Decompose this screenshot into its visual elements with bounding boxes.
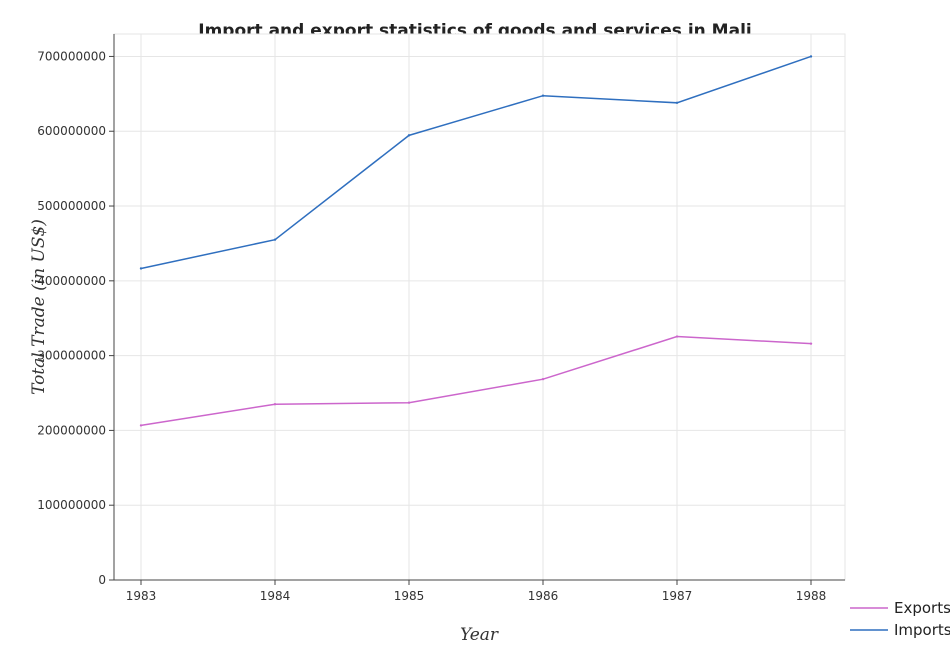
y-tick-label: 100000000 (37, 498, 106, 512)
x-tick-label: 1987 (662, 589, 693, 603)
data-point-imports (541, 94, 545, 97)
gridlines (114, 34, 845, 581)
legend-label-imports: Imports (894, 621, 950, 639)
data-point-exports (407, 401, 411, 404)
data-point-imports (139, 267, 143, 270)
data-point-imports (809, 55, 813, 58)
series-line-imports (140, 55, 812, 270)
y-tick-label: 0 (98, 573, 106, 587)
x-tick-label: 1985 (394, 589, 425, 603)
legend: Exports Imports (850, 599, 950, 639)
plot-area (113, 33, 846, 581)
axes: 0 100000000 200000000 300000000 400000000 500… (37, 34, 845, 603)
x-tick-label: 1988 (796, 589, 827, 603)
data-point-exports (273, 403, 277, 406)
y-tick-label: 400000000 (37, 274, 106, 288)
x-tick-label: 1984 (260, 589, 291, 603)
series-line-exports (140, 335, 812, 427)
y-tick-label: 300000000 (37, 349, 106, 363)
y-tick-label: 700000000 (37, 49, 106, 63)
y-tick-label: 600000000 (37, 124, 106, 138)
data-point-exports (809, 342, 813, 345)
y-tick-label: 500000000 (37, 199, 106, 213)
y-tick-label: 200000000 (37, 423, 106, 437)
data-point-exports (675, 335, 679, 338)
y-axis-label: Total Trade (in US$) (29, 219, 49, 395)
data-point-imports (407, 134, 411, 137)
x-tick-label: 1983 (126, 589, 157, 603)
x-tick-label: 1986 (528, 589, 559, 603)
x-axis-label: Year (460, 625, 499, 645)
series-lines (139, 55, 813, 427)
data-point-imports (675, 101, 679, 105)
data-point-exports (541, 377, 545, 381)
legend-label-exports: Exports (894, 599, 950, 617)
data-point-exports (139, 424, 143, 427)
data-point-imports (273, 238, 277, 241)
